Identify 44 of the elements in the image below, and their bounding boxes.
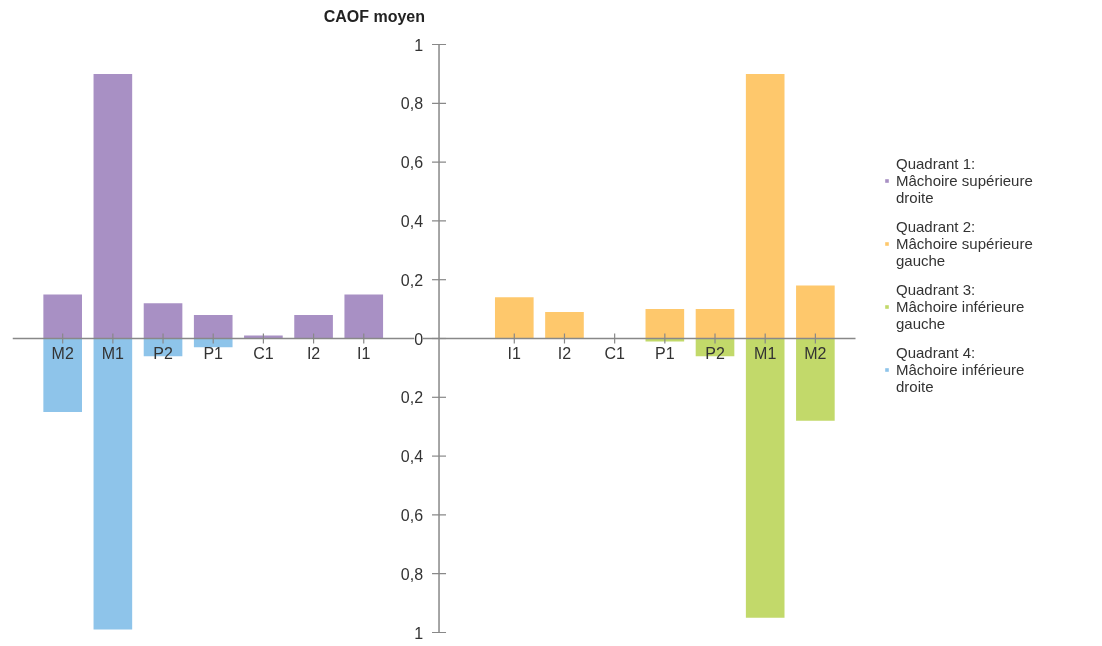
legend-label: Quadrant 4: Mâchoire inférieure droite bbox=[896, 344, 1025, 395]
y-tick-label: 0,2 bbox=[400, 389, 424, 407]
bar bbox=[796, 338, 835, 421]
bar bbox=[695, 309, 735, 339]
x-tick-label: I2 bbox=[557, 344, 572, 362]
x-tick-label: P1 bbox=[203, 344, 224, 362]
y-tick-label: 0,8 bbox=[400, 565, 424, 583]
x-tick-label: M1 bbox=[754, 344, 777, 362]
bar bbox=[43, 294, 82, 339]
bar bbox=[143, 303, 183, 339]
y-tick-label: 0,6 bbox=[400, 154, 424, 172]
legend-label: Quadrant 1: Mâchoire supérieure droite bbox=[896, 155, 1033, 206]
bar bbox=[93, 338, 133, 630]
bar bbox=[745, 338, 785, 618]
x-tick-label: C1 bbox=[604, 344, 625, 362]
bar bbox=[796, 285, 835, 339]
y-tick-label: 0,4 bbox=[400, 212, 424, 230]
y-axis-title: CAOF moyen bbox=[323, 7, 426, 25]
y-tick-label: 1 bbox=[414, 36, 424, 54]
x-tick-label: I1 bbox=[507, 344, 522, 362]
bar bbox=[645, 309, 685, 339]
bar bbox=[193, 314, 233, 339]
y-tick-label: 0 bbox=[414, 330, 424, 348]
bar bbox=[545, 312, 584, 339]
y-tick-label: 0,2 bbox=[400, 271, 424, 289]
x-tick-label: I1 bbox=[357, 344, 371, 362]
legend-label: Quadrant 3: Mâchoire inférieure gauche bbox=[896, 281, 1025, 332]
legend-label: Quadrant 2: Mâchoire supérieure gauche bbox=[896, 218, 1033, 269]
x-tick-label: P1 bbox=[655, 344, 675, 362]
y-tick-label: 1 bbox=[414, 624, 424, 642]
x-tick-label: M2 bbox=[51, 344, 74, 362]
bar bbox=[745, 73, 785, 339]
x-tick-label: C1 bbox=[253, 344, 274, 362]
x-tick-label: I2 bbox=[306, 344, 321, 362]
bar bbox=[494, 297, 534, 339]
y-tick-label: 0,8 bbox=[400, 95, 424, 113]
x-tick-label: M1 bbox=[101, 344, 125, 362]
bar bbox=[43, 338, 82, 412]
bar bbox=[93, 73, 133, 339]
bar bbox=[344, 294, 384, 339]
y-tick-label: 0,4 bbox=[400, 448, 424, 466]
y-tick-label: 0,6 bbox=[400, 506, 424, 524]
x-tick-label: M2 bbox=[804, 344, 827, 362]
bar bbox=[294, 314, 333, 339]
